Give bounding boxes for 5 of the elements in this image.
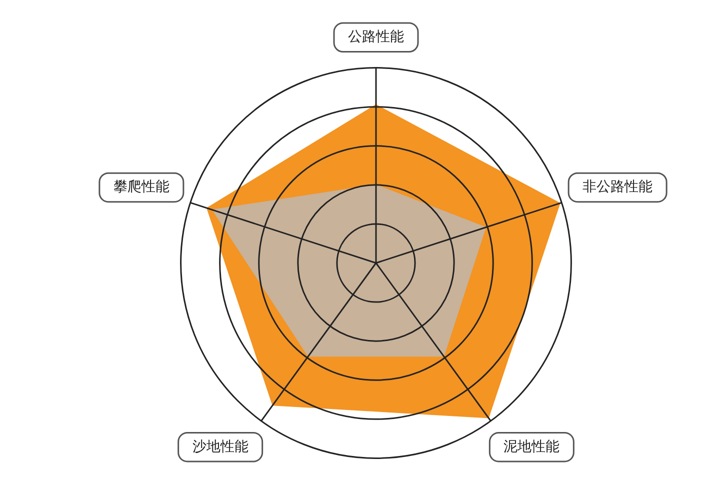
- spoke-label: 泥地性能: [504, 438, 560, 455]
- spoke-label: 攀爬性能: [113, 179, 170, 196]
- spoke-label: 沙地性能: [192, 438, 248, 455]
- spoke-label: 非公路性能: [582, 179, 653, 196]
- spoke-label: 公路性能: [348, 29, 404, 46]
